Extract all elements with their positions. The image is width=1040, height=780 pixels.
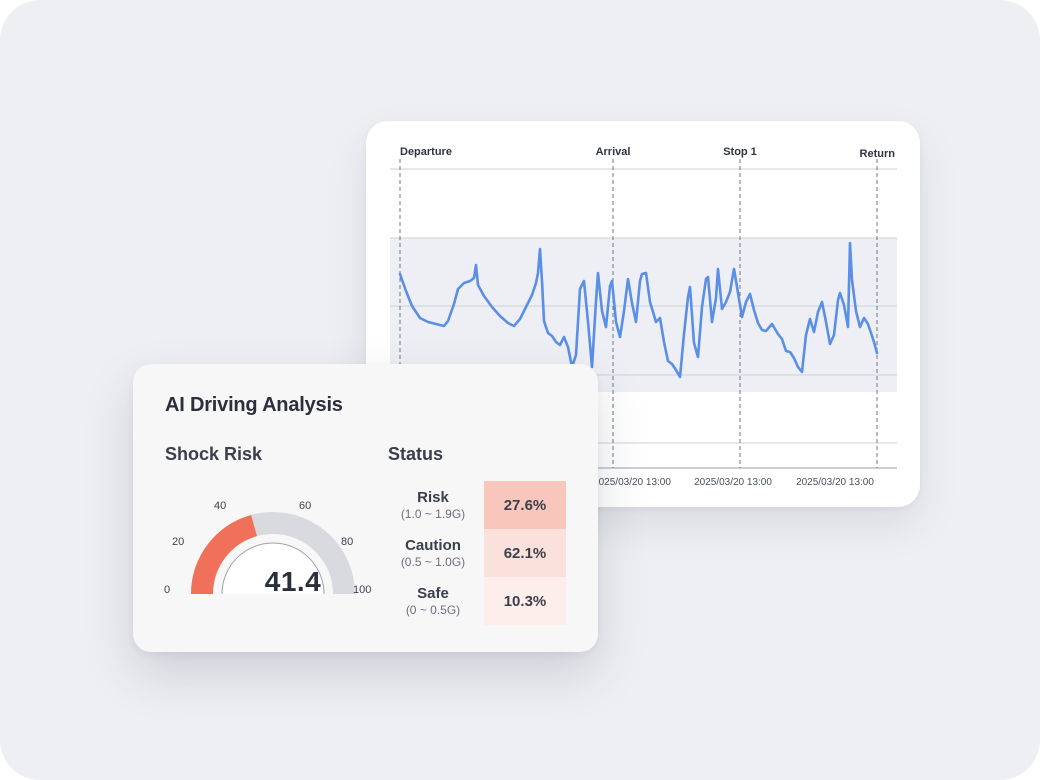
shock-risk-title: Shock Risk bbox=[165, 444, 263, 464]
gauge-fill bbox=[191, 514, 258, 595]
status-value-safe: 10.3% bbox=[484, 577, 566, 625]
status-table: Risk (1.0 ~ 1.9G) 27.6% Caution (0.5 ~ 1… bbox=[381, 481, 571, 625]
status-label: Risk (1.0 ~ 1.9G) bbox=[381, 489, 485, 522]
status-label: Safe (0 ~ 0.5G) bbox=[381, 585, 485, 618]
status-row-safe: Safe (0 ~ 0.5G) 10.3% bbox=[381, 577, 571, 625]
marker-label-departure: Departure bbox=[400, 146, 452, 158]
status-name: Caution bbox=[405, 537, 461, 554]
gauge-inner bbox=[221, 542, 325, 595]
timeline-chart: Departure Arrival Stop 1 Return 2025/03/… bbox=[390, 146, 897, 488]
x-tick-label: 2025/03/20 13:00 bbox=[694, 477, 772, 488]
status-row-risk: Risk (1.0 ~ 1.9G) 27.6% bbox=[381, 481, 571, 529]
shock-risk-gauge: 41.4 bbox=[163, 494, 383, 604]
gauge-tick-20: 20 bbox=[172, 536, 185, 548]
ai-driving-analysis-card: AI Driving Analysis Shock Risk Status 41… bbox=[133, 364, 598, 652]
x-tick-label: 2025/03/20 13:00 bbox=[593, 477, 671, 488]
marker-label-return: Return bbox=[860, 148, 896, 160]
gauge-tick-60: 60 bbox=[299, 500, 312, 512]
status-value-risk: 27.6% bbox=[484, 481, 566, 529]
gauge-tick-100: 100 bbox=[353, 584, 372, 596]
status-range: (0 ~ 0.5G) bbox=[405, 603, 461, 617]
status-name: Risk bbox=[417, 489, 449, 506]
status-range: (0.5 ~ 1.0G) bbox=[400, 555, 466, 569]
gauge-tick-0: 0 bbox=[164, 584, 171, 596]
shock-series-line bbox=[398, 241, 879, 379]
shock-risk-value: 41.4 bbox=[264, 566, 322, 597]
status-title: Status bbox=[388, 444, 444, 464]
marker-label-arrival: Arrival bbox=[596, 146, 631, 158]
x-tick-label: 2025/03/20 13:00 bbox=[796, 477, 874, 488]
status-range: (1.0 ~ 1.9G) bbox=[400, 507, 466, 521]
marker-label-stop-1: Stop 1 bbox=[723, 146, 757, 158]
status-row-caution: Caution (0.5 ~ 1.0G) 62.1% bbox=[381, 529, 571, 577]
gauge-tick-80: 80 bbox=[341, 536, 354, 548]
status-name: Safe bbox=[417, 585, 449, 602]
card-title: AI Driving Analysis bbox=[165, 394, 343, 416]
status-value-caution: 62.1% bbox=[484, 529, 566, 577]
status-label: Caution (0.5 ~ 1.0G) bbox=[381, 537, 485, 570]
gauge-tick-40: 40 bbox=[214, 500, 227, 512]
